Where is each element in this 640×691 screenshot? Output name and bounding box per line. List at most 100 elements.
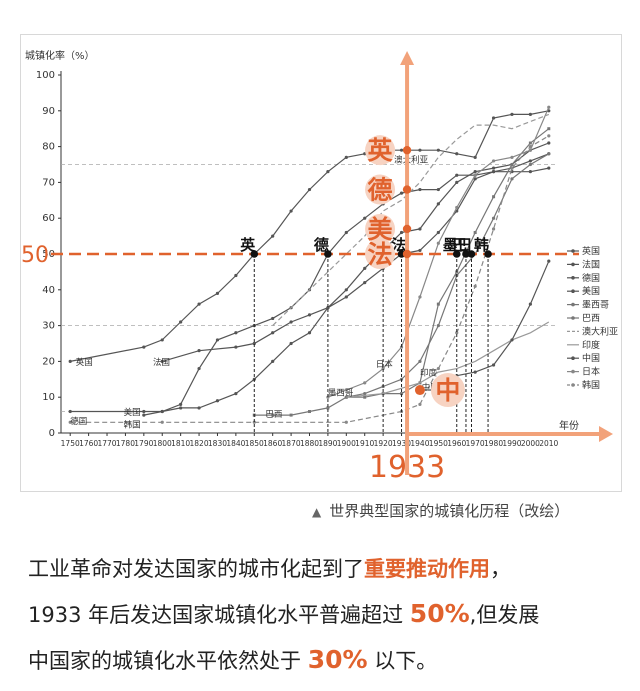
series-line	[272, 113, 550, 327]
x-tick-label: 1810	[171, 439, 190, 448]
line2-end: ,但发展	[469, 603, 540, 627]
data-point	[160, 338, 164, 342]
data-point	[436, 366, 440, 371]
x-tick-label: 2010	[539, 439, 558, 448]
series-label: 墨西哥	[328, 388, 354, 398]
legend-marker	[571, 289, 575, 293]
chart-caption: ▲ 世界典型国家的城镇化历程（改绘）	[312, 500, 569, 521]
stacked-label-bg	[365, 135, 396, 166]
data-point	[436, 302, 440, 306]
series-label: 英国	[76, 357, 93, 368]
data-point	[197, 366, 201, 371]
data-point	[326, 170, 330, 174]
data-point	[455, 180, 459, 184]
data-point	[436, 187, 440, 192]
data-point	[473, 170, 477, 174]
y-tick-label: 40	[42, 285, 55, 296]
data-point	[308, 410, 311, 414]
y-tick-label: 100	[36, 70, 55, 81]
data-point	[473, 173, 477, 177]
legend-marker	[571, 262, 575, 267]
data-point	[215, 399, 220, 403]
data-point	[68, 409, 72, 414]
x-tick-label: 1780	[116, 439, 135, 448]
data-point	[491, 227, 496, 231]
data-point	[326, 406, 330, 410]
x-tick-label: 1900	[337, 439, 356, 448]
x-tick-label: 1980	[484, 439, 503, 448]
x-tick-label: 1880	[300, 439, 319, 448]
legend-marker	[571, 302, 575, 307]
stacked-label-bg	[365, 239, 396, 269]
data-point	[528, 159, 532, 163]
stacked-label-bg	[365, 213, 396, 244]
data-point	[234, 345, 238, 349]
data-point	[179, 320, 183, 324]
x-tick-label: 1840	[226, 439, 245, 448]
x-tick-label: 1870	[282, 439, 301, 448]
legend-label: 巴西	[582, 313, 600, 324]
data-point	[142, 409, 146, 414]
line3-end: 以下。	[367, 649, 438, 673]
series-line	[70, 167, 549, 413]
data-point	[179, 406, 183, 410]
data-point	[307, 331, 312, 335]
legend-marker	[571, 249, 575, 253]
data-point	[344, 295, 348, 299]
x-arrow-head	[599, 426, 613, 442]
data-point	[344, 230, 348, 235]
y-tick-label: 50	[42, 249, 55, 260]
legend-marker	[571, 356, 575, 361]
x-tick-label: 1890	[318, 439, 337, 448]
data-point	[473, 284, 477, 288]
x-tick-label: 1850	[245, 439, 264, 448]
data-point	[418, 402, 422, 406]
series-label: 韩国	[124, 420, 141, 431]
x-tick-label: 1930	[392, 439, 411, 448]
data-point	[510, 166, 514, 170]
data-point	[142, 413, 146, 417]
crossing-point	[462, 250, 470, 258]
y-tick-label: 70	[42, 177, 55, 188]
data-point	[289, 320, 293, 324]
year-marker-label: 1933	[369, 450, 445, 485]
data-point	[418, 359, 422, 363]
x-tick-label: 1860	[263, 439, 282, 448]
data-point	[547, 105, 551, 109]
series-line	[346, 153, 550, 398]
data-point	[326, 395, 330, 399]
x-tick-label: 1970	[466, 439, 485, 448]
data-point	[528, 162, 532, 167]
data-point	[307, 187, 312, 192]
data-point	[473, 155, 477, 159]
y-axis-title: 城镇化率（%）	[25, 49, 95, 62]
legend-label: 德国	[582, 272, 600, 284]
data-point	[528, 148, 532, 152]
stacked-point	[402, 249, 412, 259]
stacked-label-bg	[365, 174, 396, 205]
data-point	[215, 338, 220, 342]
legend-label: 英国	[582, 245, 600, 257]
stacked-point	[402, 224, 412, 234]
china-point	[414, 385, 425, 396]
data-point	[215, 291, 220, 295]
data-point	[160, 420, 164, 424]
data-point	[418, 227, 422, 231]
data-point	[491, 116, 496, 120]
legend-label: 印度	[582, 339, 600, 351]
y-tick-label: 0	[49, 428, 55, 439]
data-point	[418, 187, 422, 192]
line1-text: 工业革命对发达国家的城市化起到了	[28, 557, 364, 581]
data-point	[418, 295, 422, 299]
data-point	[160, 359, 164, 363]
data-point	[234, 331, 238, 335]
crossing-point	[452, 250, 461, 258]
data-point	[510, 338, 514, 342]
data-point	[455, 173, 459, 177]
y-tick-label: 80	[42, 142, 55, 153]
line3-text: 中国家的城镇化水平依然处于	[28, 649, 308, 673]
legend-label: 澳大利亚	[582, 325, 618, 337]
data-point	[528, 170, 532, 174]
chart-frame: 城镇化率（%） 0 10 20 30 40 50 60 70 80 90 100 1750 1760 177…	[20, 34, 622, 492]
x-tick-label: 1830	[208, 439, 227, 448]
